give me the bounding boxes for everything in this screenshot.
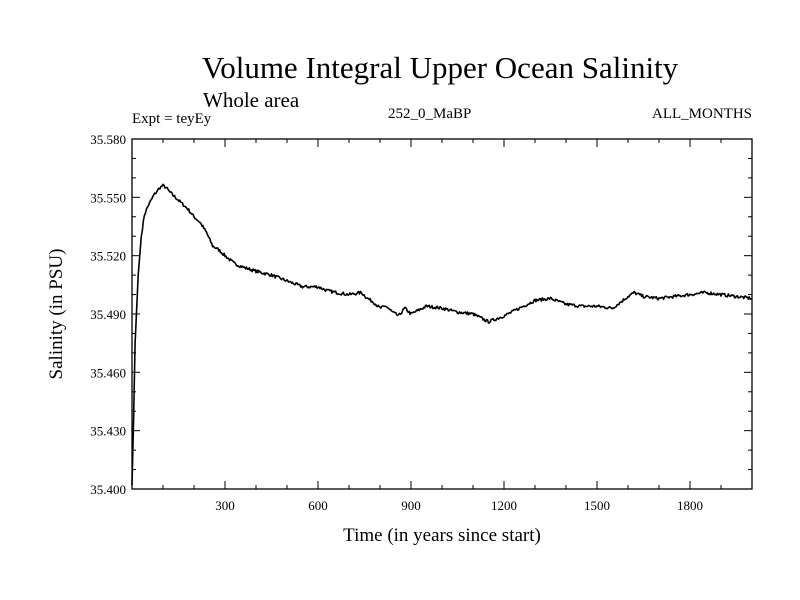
y-axis-label: Salinity (in PSU) <box>46 249 67 380</box>
plot-frame <box>131 138 753 490</box>
x-tick-label: 1500 <box>584 498 610 513</box>
x-tick-label: 1200 <box>491 498 517 513</box>
y-tick-label: 35.550 <box>90 190 126 205</box>
run-label: 252_0_MaBP <box>388 106 472 122</box>
months-label: ALL_MONTHS <box>652 106 752 122</box>
y-tick-label: 35.490 <box>90 307 126 322</box>
chart-subtitle: Whole area <box>203 88 300 112</box>
x-tick-label: 600 <box>308 498 328 513</box>
y-tick-label: 35.430 <box>90 424 126 439</box>
axis-tick-labels: 300 600 900 1200 1500 1800 35.400 35.430 35.460 3… <box>90 132 703 513</box>
x-tick-label: 900 <box>401 498 421 513</box>
chart-title: Volume Integral Upper Ocean Salinity <box>201 50 679 85</box>
x-tick-label: 1800 <box>677 498 703 513</box>
y-tick-label: 35.460 <box>90 365 126 380</box>
x-tick-label: 300 <box>215 498 235 513</box>
axis-ticks <box>132 138 752 490</box>
salinity-series-line <box>131 183 753 486</box>
y-tick-label: 35.400 <box>90 482 126 497</box>
y-tick-label: 35.520 <box>90 249 126 264</box>
experiment-label: Expt = teyEy <box>132 111 212 127</box>
y-tick-label: 35.580 <box>90 132 126 147</box>
x-axis-label: Time (in years since start) <box>343 525 541 546</box>
